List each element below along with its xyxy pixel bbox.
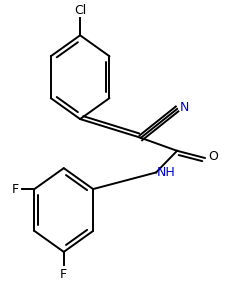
Text: F: F <box>60 268 67 281</box>
Text: Cl: Cl <box>74 4 86 16</box>
Text: F: F <box>12 183 19 195</box>
Text: N: N <box>180 101 189 114</box>
Text: NH: NH <box>157 166 176 179</box>
Text: O: O <box>208 150 218 163</box>
